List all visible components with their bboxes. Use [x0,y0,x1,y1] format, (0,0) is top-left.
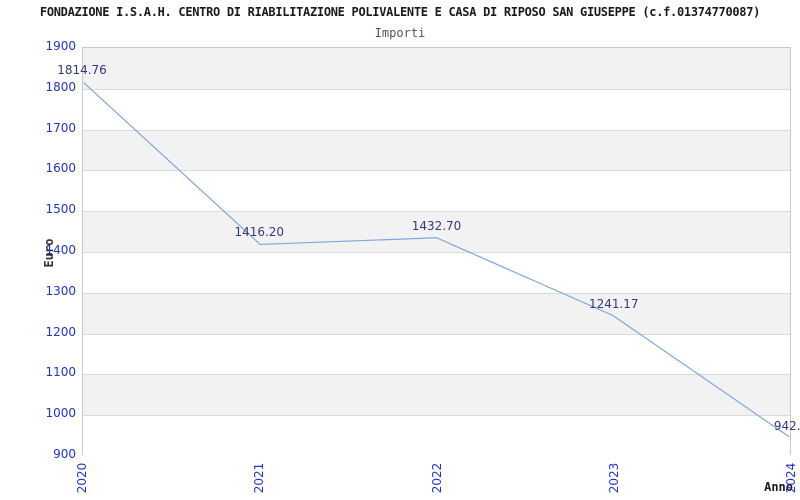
x-tick-label: 2022 [429,462,444,494]
x-axis-label: Anno [764,480,793,494]
grid-band [83,374,790,416]
gridline [83,252,790,253]
y-tick-label: 1800 [45,79,76,94]
gridline [83,211,790,213]
grid-band [83,211,790,252]
chart-title: FONDAZIONE I.S.A.H. CENTRO DI RIABILITAZ… [39,5,761,19]
y-tick-label: 1900 [45,39,76,53]
chart-subtitle: Importi [374,26,426,40]
plot-area [82,47,791,456]
y-tick-label: 1700 [45,120,76,135]
y-tick-label: 1500 [45,202,76,217]
data-point-label: 1241.17 [588,296,639,311]
data-point-label: 1432.70 [411,218,462,233]
gridline [83,129,790,131]
x-tick-label: 2020 [75,462,89,494]
grid-band [83,333,790,375]
y-tick-label: 900 [53,447,76,461]
gridline [83,333,790,335]
y-tick-label: 1400 [45,243,76,257]
gridline [83,415,790,417]
chart-line [83,82,790,438]
gridline [83,88,790,90]
y-tick-label: 1200 [45,324,76,339]
data-point-label: 1814.76 [57,62,107,77]
data-point-label: 942.1 [773,418,800,433]
gridline [83,374,790,376]
gridline [83,292,790,294]
x-tick-label: 2023 [606,462,621,494]
y-tick-label: 1100 [45,365,76,380]
y-tick-label: 1600 [45,161,76,176]
grid-band [83,129,790,171]
x-tick-label: 2021 [252,462,267,494]
y-tick-label: 1300 [45,283,76,298]
gridline [83,170,790,172]
line-series-importi [83,82,790,438]
data-point-label: 1416.20 [234,225,285,240]
x-tick-label: 2024 [784,462,798,494]
y-tick-label: 1000 [45,406,76,421]
grid-band [83,88,790,130]
grid-band [83,252,790,293]
grid-band [83,415,790,456]
grid-band [83,48,790,89]
grid-band [83,292,790,334]
